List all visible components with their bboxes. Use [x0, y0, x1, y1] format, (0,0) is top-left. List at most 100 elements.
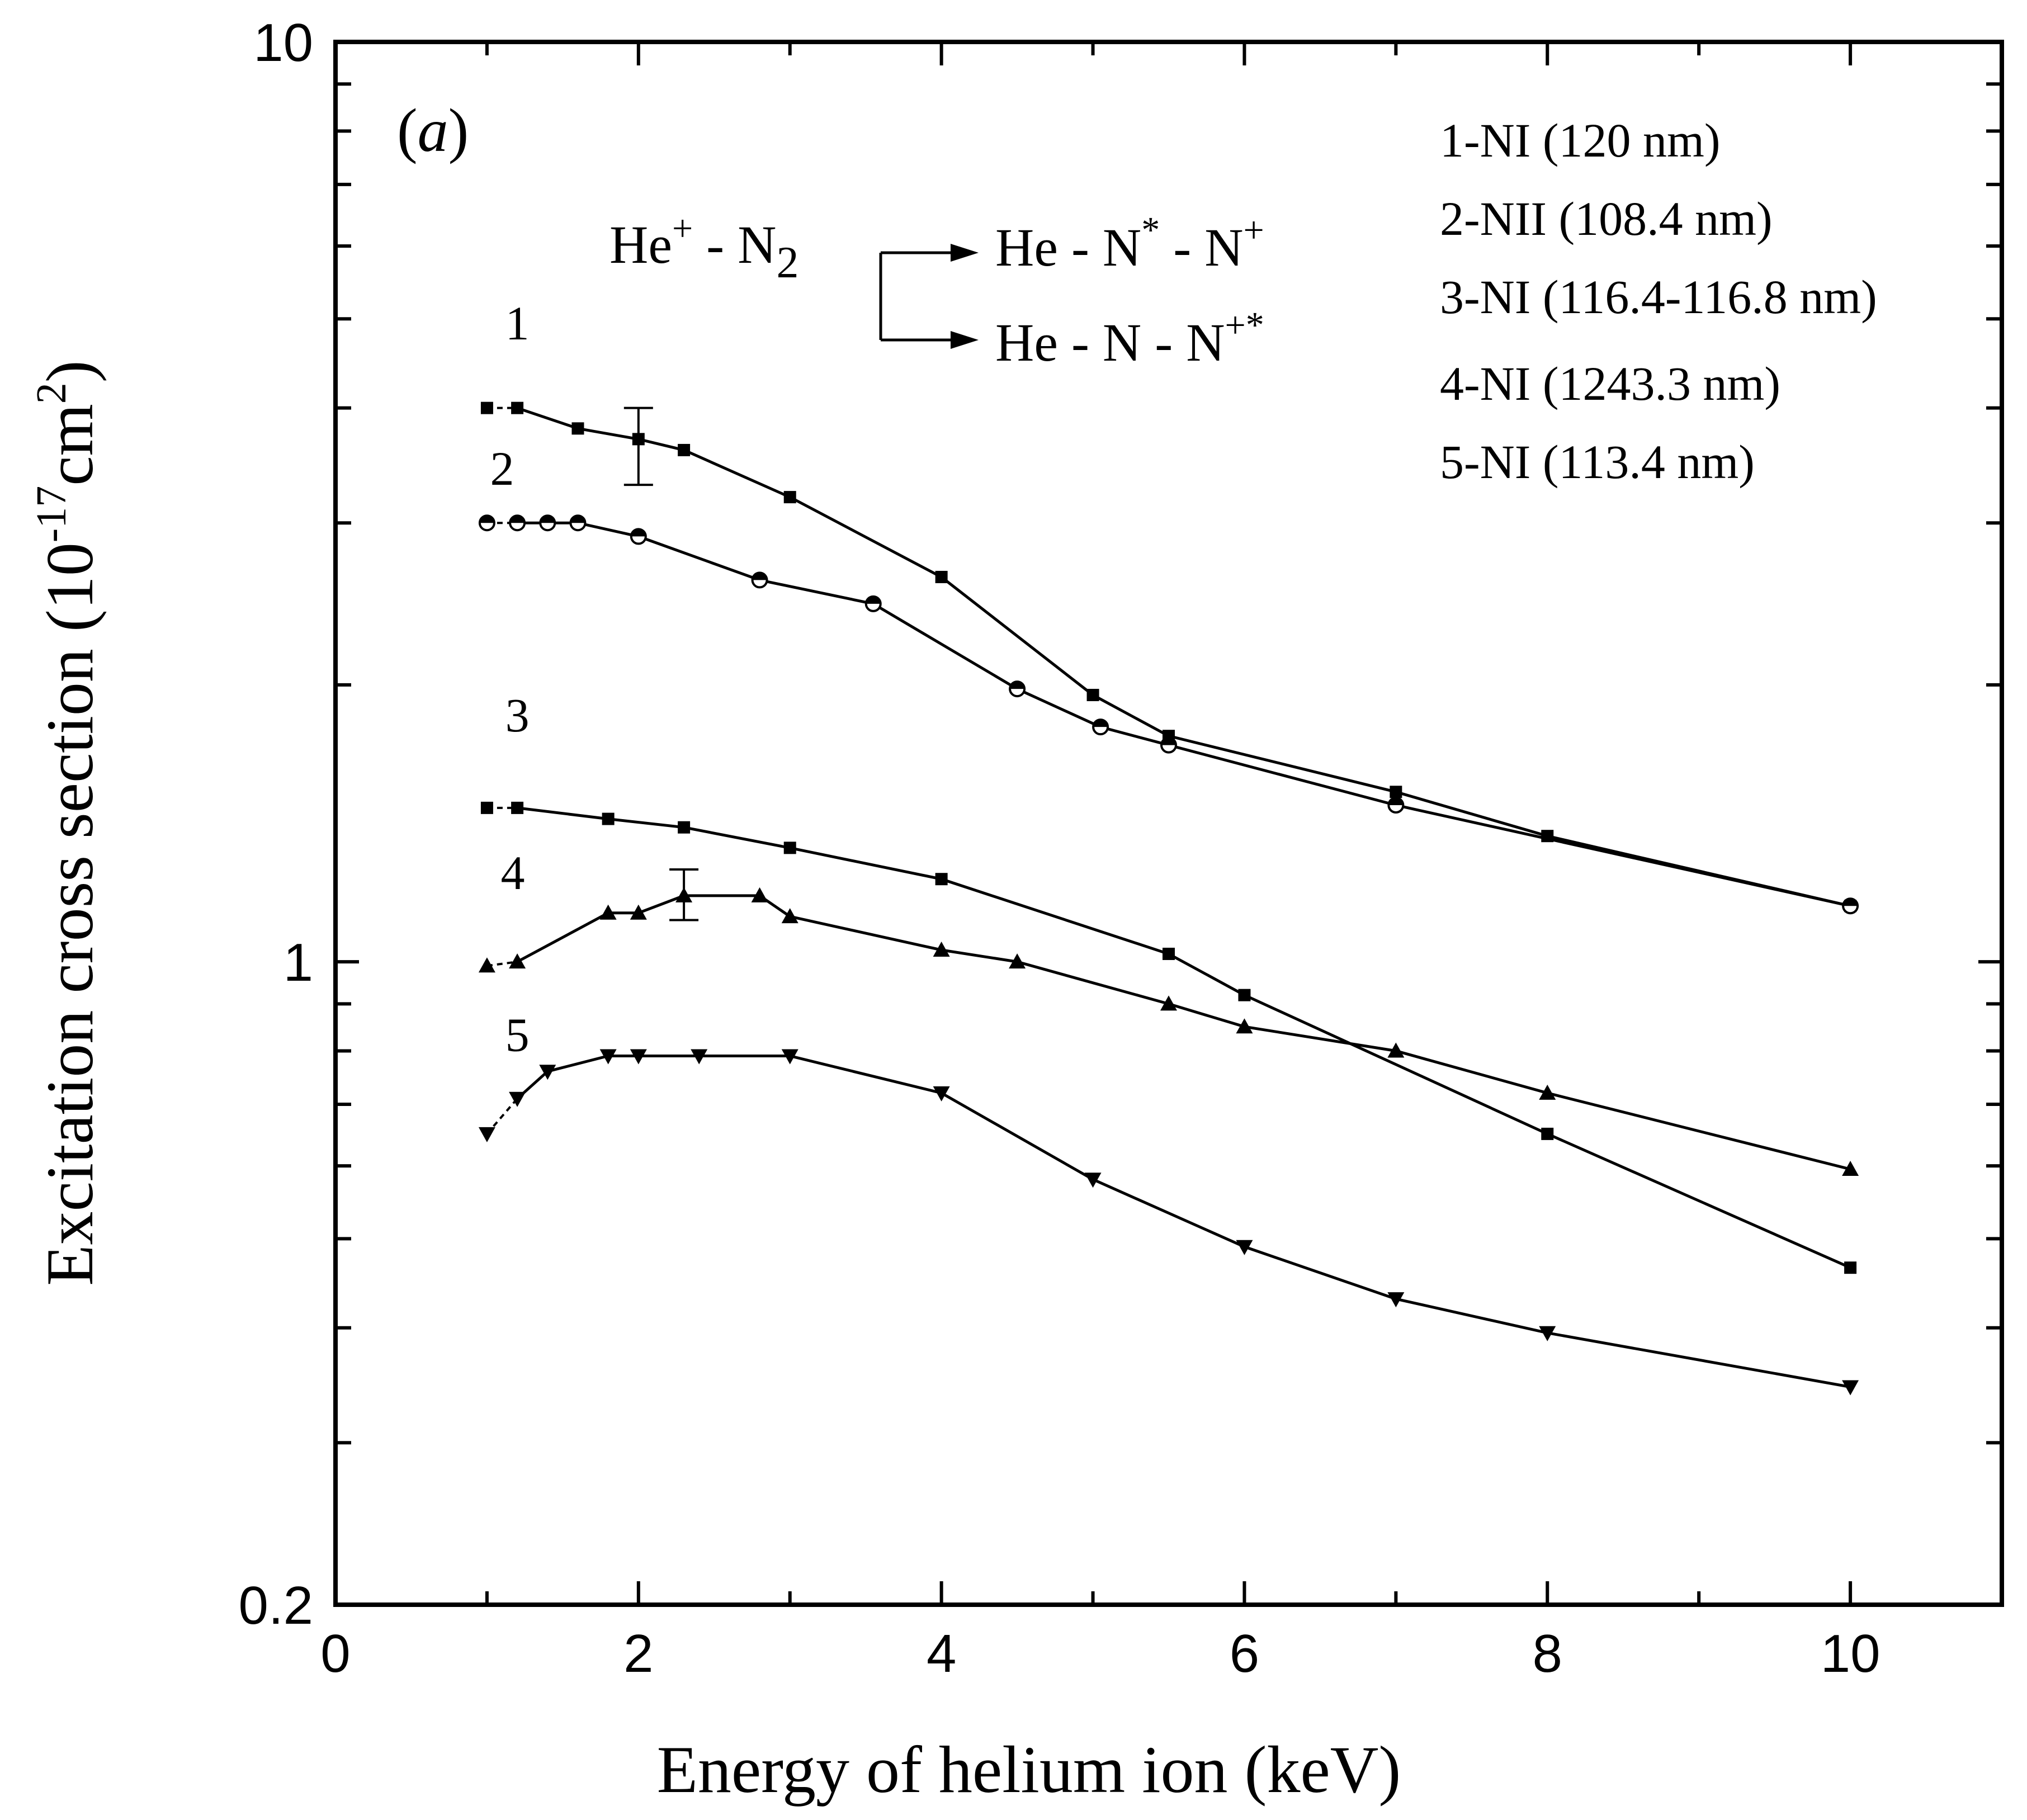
- data-point-triangle-up: [675, 887, 693, 902]
- axis-ticks: [334, 40, 2004, 1606]
- data-point-circle-fill: [866, 596, 881, 604]
- x-tick-label: 2: [623, 1624, 653, 1684]
- curve-label-4: 4: [500, 846, 525, 900]
- data-point-square: [632, 433, 645, 446]
- y-tick-label: 10: [253, 13, 313, 73]
- legend: 1-NI (120 nm) 2-NII (108.4 nm) 3-NI (116…: [1440, 114, 1877, 489]
- data-point-square: [783, 491, 796, 504]
- data-point-square: [480, 801, 493, 814]
- x-axis-title: Energy of helium ion (keV): [657, 1732, 1401, 1807]
- data-point-triangle-down: [1387, 1292, 1405, 1308]
- data-point-square: [1390, 786, 1402, 798]
- plot-frame: [333, 40, 2004, 1607]
- data-point-triangle-down: [478, 1127, 495, 1142]
- series-line-dashed: [486, 961, 518, 967]
- data-point-triangle-up: [1387, 1042, 1405, 1058]
- data-point-triangle-up: [1236, 1018, 1253, 1034]
- data-point-triangle-up: [599, 904, 617, 920]
- data-point-square: [571, 422, 584, 435]
- data-point-circle-fill: [540, 516, 555, 523]
- data-point-circle-fill: [1093, 720, 1108, 727]
- reaction-reactant: He+ - N2: [609, 208, 798, 287]
- data-point-triangle-down: [1236, 1240, 1253, 1255]
- legend-entry-4: 4-NI (1243.3 nm): [1440, 357, 1780, 410]
- legend-entry-3: 3-NI (116.4-116.8 nm): [1440, 270, 1877, 324]
- data-point-square: [1163, 947, 1175, 960]
- data-point-triangle-down: [630, 1049, 647, 1065]
- series-1: [480, 401, 1857, 913]
- data-point-triangle-up: [1842, 1161, 1859, 1176]
- data-point-square: [480, 401, 493, 414]
- y-tick-labels: 0.2 1 10: [239, 13, 313, 1635]
- series-line-dashed: [486, 1098, 518, 1135]
- x-tick-label: 4: [927, 1624, 956, 1684]
- error-bar: [623, 406, 653, 486]
- data-point-square: [783, 842, 796, 854]
- legend-entry-1: 1-NI (120 nm): [1440, 114, 1721, 167]
- data-point-circle-fill: [1010, 682, 1025, 689]
- data-point-square: [1086, 688, 1099, 701]
- series-3: [480, 801, 1857, 1274]
- data-point-triangle-down: [933, 1086, 950, 1102]
- data-point-triangle-up: [751, 887, 768, 902]
- data-point-triangle-down: [539, 1065, 556, 1080]
- data-point-triangle-down: [1842, 1380, 1859, 1396]
- y-axis-title: Excitation cross section (10-17cm2): [28, 360, 107, 1286]
- data-point-triangle-up: [509, 953, 526, 969]
- data-point-triangle-down: [1539, 1326, 1556, 1341]
- data-point-triangle-down: [781, 1049, 798, 1065]
- series-2: [478, 514, 1859, 915]
- legend-entry-2: 2-NII (108.4 nm): [1440, 192, 1773, 245]
- x-tick-label: 6: [1230, 1624, 1259, 1684]
- data-point-square: [1541, 1127, 1554, 1140]
- data-point-square: [511, 401, 524, 414]
- panel-label: (a): [397, 96, 469, 164]
- reaction-channel-1: He - N* - N+: [995, 210, 1264, 277]
- data-series: [478, 401, 1859, 1396]
- data-point-circle-fill: [1161, 738, 1176, 745]
- data-point-triangle-down: [691, 1049, 708, 1065]
- x-tick-label: 0: [320, 1624, 350, 1684]
- reaction-arrowhead-1: [951, 244, 979, 262]
- data-point-triangle-down: [599, 1049, 617, 1065]
- reaction-scheme: He+ - N2 He - N* - N+ He - N - N+*: [609, 208, 1264, 372]
- data-point-square: [935, 873, 948, 886]
- data-point-triangle-up: [1009, 953, 1026, 969]
- data-point-triangle-down: [1084, 1173, 1102, 1188]
- data-point-square: [1238, 989, 1251, 1001]
- data-point-square: [678, 821, 691, 834]
- series-4: [478, 868, 1859, 1176]
- data-point-circle-fill: [510, 516, 525, 523]
- y-tick-label: 0.2: [239, 1576, 313, 1635]
- data-point-triangle-up: [1160, 995, 1177, 1011]
- data-point-circle-fill: [479, 516, 494, 523]
- data-point-triangle-up: [478, 957, 495, 973]
- data-point-triangle-up: [1539, 1084, 1556, 1100]
- reaction-channel-2: He - N - N+*: [995, 305, 1264, 372]
- series-line: [516, 1055, 1851, 1388]
- data-point-circle-fill: [631, 529, 646, 537]
- x-tick-label: 10: [1821, 1624, 1880, 1684]
- data-point-circle-fill: [1388, 798, 1404, 806]
- curve-label-5: 5: [505, 1008, 530, 1062]
- data-point-square: [602, 812, 615, 825]
- data-point-circle-fill: [1843, 899, 1858, 906]
- data-point-square: [935, 570, 948, 583]
- data-point-triangle-up: [781, 908, 798, 924]
- data-point-triangle-up: [933, 941, 950, 957]
- data-point-circle-fill: [570, 516, 585, 523]
- y-tick-label: 1: [284, 933, 313, 992]
- x-tick-label: 8: [1533, 1624, 1562, 1684]
- curve-label-3: 3: [505, 688, 530, 742]
- curve-label-1: 1: [505, 296, 530, 350]
- data-point-circle-fill: [752, 573, 767, 580]
- x-tick-labels: 0 2 4 6 8 10: [320, 1624, 1880, 1684]
- data-point-triangle-up: [630, 904, 647, 920]
- reaction-arrowhead-2: [951, 331, 979, 349]
- data-point-square: [678, 443, 691, 456]
- curve-label-2: 2: [490, 442, 514, 495]
- data-point-square: [511, 801, 524, 814]
- data-point-square: [1844, 1261, 1857, 1274]
